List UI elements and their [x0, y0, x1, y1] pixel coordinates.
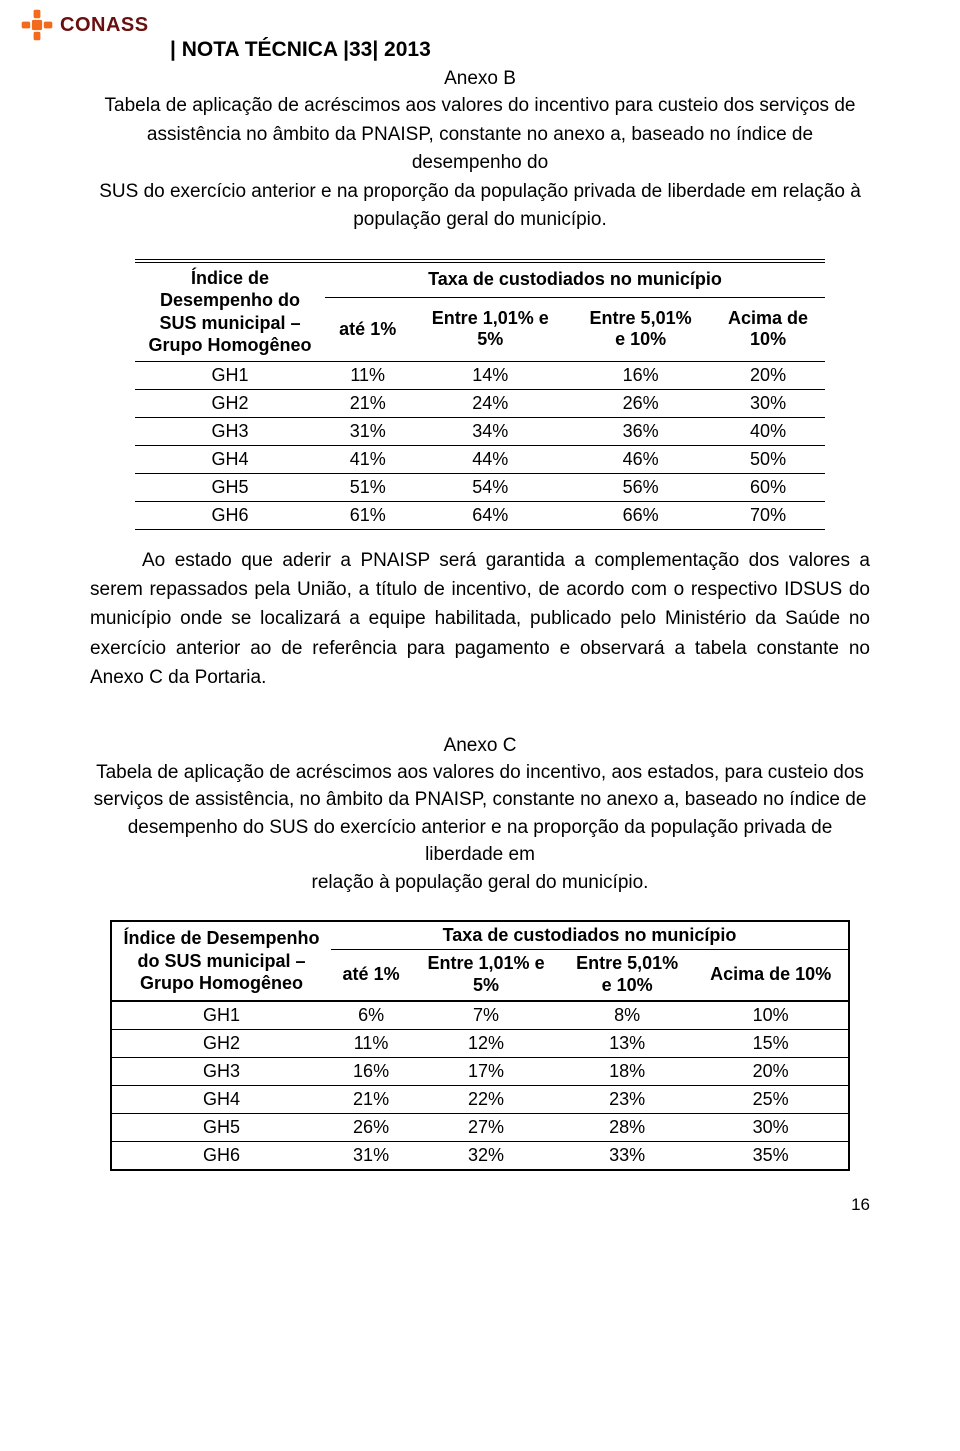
table-row: GH3 [135, 417, 325, 445]
page-number: 16 [851, 1195, 870, 1215]
table-c-span-header: Taxa de custodiados no município [331, 921, 849, 950]
table-anexo-c: Índice de Desempenho do SUS municipal – … [110, 920, 850, 1170]
anexo-c-title: Anexo C [90, 735, 870, 757]
table-b-row-header: Índice de Desempenho do SUS municipal – … [135, 261, 325, 362]
table-c-col3: Entre 5,01% e 10% [561, 950, 693, 1001]
body-paragraph: Ao estado que aderir a PNAISP será garan… [90, 546, 870, 693]
logo: CONASS [20, 8, 149, 42]
anexo-b-title: Anexo B [90, 68, 870, 90]
anexo-b-intro: Tabela de aplicação de acréscimos aos va… [90, 92, 870, 235]
table-row: GH5 [111, 1113, 331, 1141]
anexo-b-intro-l3: SUS do exercício anterior e na proporção… [99, 181, 861, 202]
anexo-c-intro-l3: desempenho do SUS do exercício anterior … [128, 817, 833, 866]
anexo-b-intro-l4: população geral do município. [353, 209, 607, 230]
table-b-col2: Entre 1,01% e 5% [410, 298, 570, 361]
logo-cross-icon [20, 8, 54, 42]
table-anexo-b: Índice de Desempenho do SUS municipal – … [135, 259, 825, 530]
logo-text: CONASS [60, 14, 149, 37]
table-row: GH1 [111, 1001, 331, 1030]
table-row: GH5 [135, 473, 325, 501]
table-b-span-header: Taxa de custodiados no município [325, 261, 825, 298]
table-b-col1: até 1% [325, 298, 410, 361]
anexo-b-intro-l2: assistência no âmbito da PNAISP, constan… [147, 124, 813, 174]
anexo-c-intro-l1: Tabela de aplicação de acréscimos aos va… [96, 762, 864, 783]
table-row: GH6 [135, 501, 325, 529]
table-b-col3: Entre 5,01% e 10% [570, 298, 711, 361]
table-row: GH2 [111, 1029, 331, 1057]
table-row: GH1 [135, 361, 325, 389]
anexo-b-intro-l1: Tabela de aplicação de acréscimos aos va… [105, 95, 856, 116]
table-c-col1: até 1% [331, 950, 411, 1001]
anexo-c-intro-l2: serviços de assistência, no âmbito da PN… [94, 789, 867, 810]
table-row: GH3 [111, 1057, 331, 1085]
table-b-col4: Acima de 10% [711, 298, 825, 361]
table-c-col2: Entre 1,01% e 5% [411, 950, 561, 1001]
doc-header: | NOTA TÉCNICA |33| 2013 [90, 38, 870, 62]
table-row: GH2 [135, 389, 325, 417]
anexo-c-intro: Tabela de aplicação de acréscimos aos va… [90, 759, 870, 897]
table-c-row-header: Índice de Desempenho do SUS municipal – … [111, 921, 331, 1000]
table-row: GH4 [111, 1085, 331, 1113]
anexo-c-intro-l4: relação à população geral do município. [312, 872, 649, 893]
table-row: GH6 [111, 1141, 331, 1170]
table-row: GH4 [135, 445, 325, 473]
table-c-col4: Acima de 10% [693, 950, 849, 1001]
